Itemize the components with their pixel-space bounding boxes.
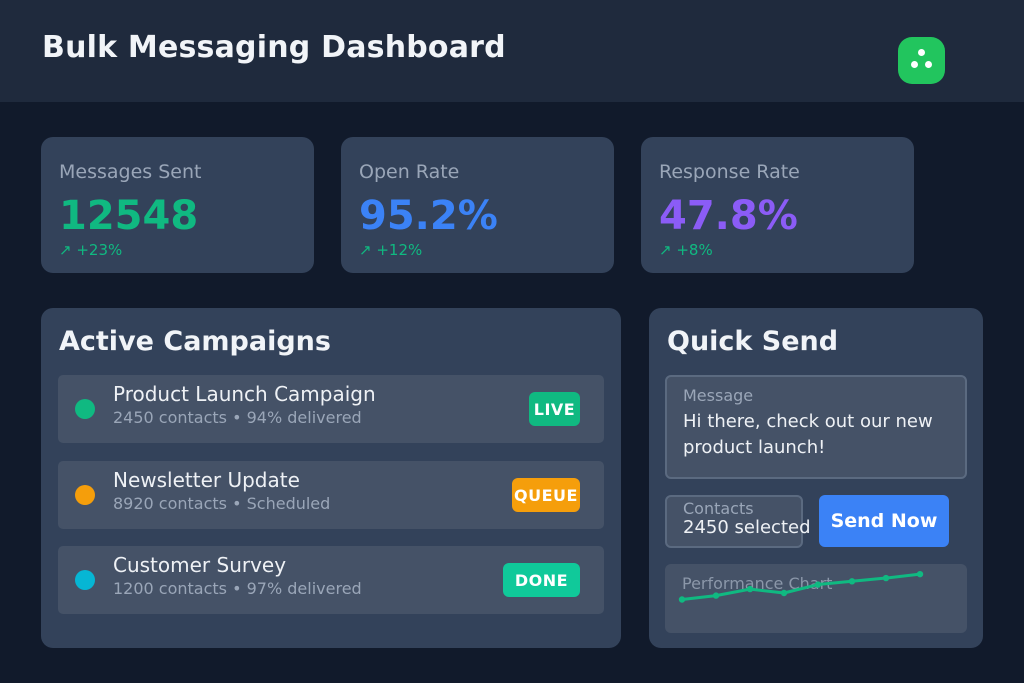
campaign-meta: 8920 contacts • Scheduled (113, 494, 331, 513)
chart-point-1 (712, 592, 720, 599)
status-badge: QUEUE (512, 478, 580, 512)
stat-change: ↗ +23% (59, 241, 123, 259)
status-dot-icon (75, 485, 95, 505)
stat-card-response-rate: Response Rate 47.8% ↗ +8% (641, 137, 914, 273)
chart-point-5 (848, 578, 856, 585)
stat-card-open-rate: Open Rate 95.2% ↗ +12% (341, 137, 614, 273)
message-field[interactable]: Message Hi there, check out our new prod… (665, 375, 967, 479)
campaign-meta: 1200 contacts • 97% delivered (113, 579, 362, 598)
quick-send-title: Quick Send (667, 326, 839, 357)
performance-chart-svg (678, 570, 924, 603)
campaigns-title: Active Campaigns (59, 326, 331, 357)
send-now-button[interactable]: Send Now (819, 495, 949, 547)
status-badge: DONE (503, 563, 580, 597)
message-label: Message (683, 386, 754, 405)
campaign-name: Customer Survey (113, 553, 287, 577)
stat-card-messages-sent: Messages Sent 12548 ↗ +23% (41, 137, 314, 273)
contacts-value: 2450 selected (683, 517, 811, 538)
contacts-label: Contacts (683, 499, 754, 518)
stat-value: 47.8% (659, 193, 798, 239)
header-bar: Bulk Messaging Dashboard (0, 0, 1024, 102)
quick-send-panel: Quick Send Message Hi there, check out o… (649, 308, 983, 648)
contacts-field[interactable]: Contacts 2450 selected (665, 495, 811, 548)
campaign-name: Product Launch Campaign (113, 382, 376, 406)
campaigns-panel: Active Campaigns Product Launch Campaign… (41, 308, 621, 648)
stat-label: Response Rate (659, 161, 800, 183)
chart-point-3 (780, 589, 788, 597)
campaign-meta: 2450 contacts • 94% delivered (113, 408, 362, 427)
stat-value: 12548 (59, 193, 199, 239)
campaign-row-newsletter[interactable]: Newsletter Update 8920 contacts • Schedu… (58, 461, 604, 529)
stat-change: ↗ +8% (659, 241, 713, 259)
performance-chart: Performance Chart (665, 564, 967, 633)
chart-point-7 (916, 570, 924, 578)
stat-label: Open Rate (359, 161, 460, 183)
page-title: Bulk Messaging Dashboard (42, 30, 506, 65)
stat-change: ↗ +12% (359, 241, 423, 259)
chart-point-0 (678, 596, 686, 603)
stat-label: Messages Sent (59, 161, 202, 183)
status-badge: LIVE (529, 392, 580, 426)
chart-point-4 (814, 581, 822, 588)
message-input[interactable]: Hi there, check out our new product laun… (683, 411, 933, 458)
campaign-row-product-launch[interactable]: Product Launch Campaign 2450 contacts • … (58, 375, 604, 443)
campaign-row-customer-survey[interactable]: Customer Survey 1200 contacts • 97% deli… (58, 546, 604, 614)
chart-point-6 (882, 574, 890, 582)
stat-value: 95.2% (359, 193, 498, 239)
chart-title: Performance Chart (682, 574, 833, 593)
status-dot-icon (75, 570, 95, 590)
chart-point-2 (746, 585, 754, 593)
chart-series-line (681, 572, 921, 601)
dots-icon[interactable] (898, 37, 945, 84)
status-dot-icon (75, 399, 95, 419)
campaign-name: Newsletter Update (113, 468, 300, 492)
